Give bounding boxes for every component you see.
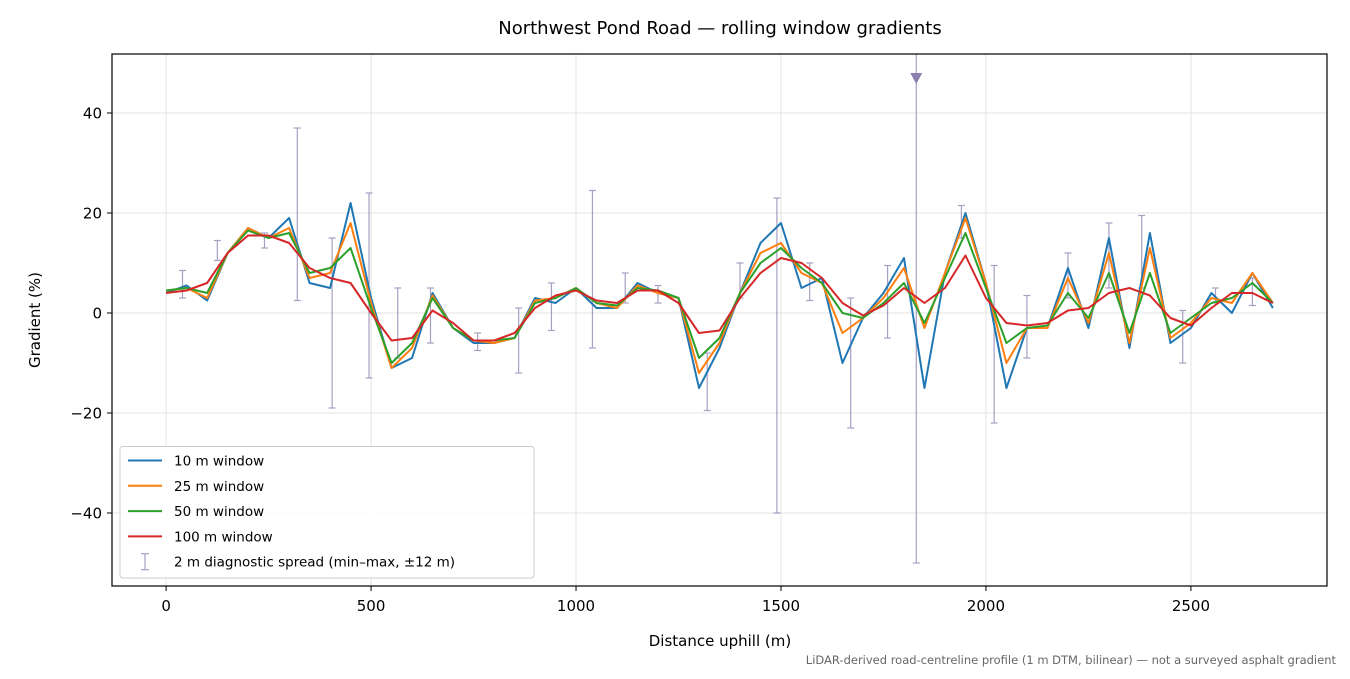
error-bar bbox=[654, 284, 662, 304]
x-axis-label: Distance uphill (m) bbox=[649, 632, 791, 650]
footnote: LiDAR-derived road-centreline profile (1… bbox=[806, 653, 1337, 667]
y-tick-label: 0 bbox=[92, 305, 102, 323]
legend-label: 2 m diagnostic spread (min–max, ±12 m) bbox=[174, 555, 455, 571]
x-tick-label: 1000 bbox=[557, 597, 595, 615]
legend: 10 m window 25 m window 50 m window 100 m w… bbox=[119, 446, 535, 579]
y-tick-label: −20 bbox=[70, 405, 102, 423]
legend-label: 25 m window bbox=[174, 479, 264, 495]
series-line bbox=[165, 234, 1274, 342]
plot-area bbox=[165, 54, 1274, 564]
legend-swatch bbox=[141, 553, 149, 571]
error-bar bbox=[179, 269, 187, 299]
axes-frame bbox=[111, 53, 1328, 587]
ticks: 0 500 1000 1500 2000 2500 −40 −20 0 20 40 bbox=[70, 105, 1210, 616]
series-line bbox=[165, 217, 1274, 374]
series-line bbox=[165, 202, 1274, 389]
error-bar bbox=[1179, 309, 1187, 364]
error-bar bbox=[394, 287, 402, 359]
y-tick-label: 40 bbox=[83, 105, 102, 123]
error-bar bbox=[547, 282, 555, 332]
legend-frame bbox=[119, 446, 535, 579]
y-tick-label: −40 bbox=[70, 505, 102, 523]
legend-label: 10 m window bbox=[174, 454, 264, 470]
legend-label: 50 m window bbox=[174, 504, 264, 520]
x-tick-label: 2500 bbox=[1172, 597, 1210, 615]
series-line bbox=[165, 229, 1274, 364]
error-bar bbox=[990, 264, 998, 424]
chart-title: Northwest Pond Road — rolling window gra… bbox=[498, 18, 941, 39]
error-bar bbox=[515, 307, 523, 374]
legend-label: 100 m window bbox=[174, 529, 273, 545]
x-tick-label: 1500 bbox=[762, 597, 800, 615]
clip-marker bbox=[910, 73, 923, 84]
error-bar bbox=[1023, 294, 1031, 359]
y-tick-label: 20 bbox=[83, 205, 102, 223]
error-bar bbox=[293, 127, 301, 302]
error-bar bbox=[912, 54, 920, 564]
x-tick-label: 0 bbox=[161, 597, 171, 615]
error-bar bbox=[847, 297, 855, 429]
x-tick-label: 2000 bbox=[967, 597, 1005, 615]
error-bar bbox=[213, 239, 221, 262]
y-axis-label: Gradient (%) bbox=[26, 272, 44, 368]
x-tick-label: 500 bbox=[357, 597, 386, 615]
error-bar bbox=[588, 189, 596, 349]
